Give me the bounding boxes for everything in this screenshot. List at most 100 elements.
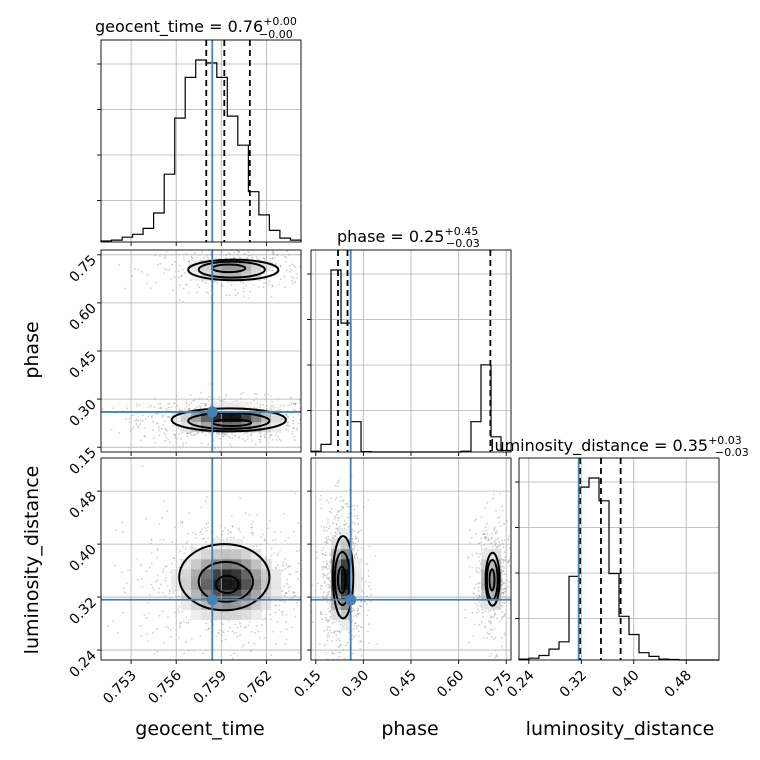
- quantile-layer: [205, 40, 622, 660]
- sample-point: [276, 564, 279, 567]
- sample-point: [328, 510, 331, 513]
- sample-point: [173, 276, 176, 279]
- sample-point: [132, 425, 135, 428]
- sample-point: [341, 505, 344, 508]
- sample-point: [248, 297, 251, 299]
- sample-point: [156, 579, 159, 582]
- sample-point: [131, 275, 134, 277]
- sample-point: [238, 250, 240, 253]
- sample-point: [176, 608, 179, 611]
- sample-point: [483, 536, 486, 538]
- sample-point: [128, 421, 131, 424]
- sample-point: [251, 526, 253, 528]
- sample-point: [335, 527, 338, 530]
- sample-point: [354, 545, 356, 548]
- sample-point: [118, 432, 120, 434]
- sample-point: [193, 433, 195, 436]
- sample-point: [305, 420, 307, 422]
- sample-point: [318, 415, 320, 417]
- sample-point: [199, 405, 202, 408]
- sample-point: [491, 615, 493, 618]
- sample-point: [339, 500, 342, 502]
- sample-point: [326, 574, 328, 576]
- sample-point: [359, 605, 362, 608]
- sample-point: [208, 400, 210, 402]
- sample-point: [338, 526, 341, 528]
- sample-point: [327, 586, 330, 589]
- sample-point: [272, 251, 275, 253]
- density-cell: [231, 599, 242, 610]
- sample-point: [141, 414, 144, 417]
- sample-point: [181, 610, 184, 613]
- density-layer: [101, 250, 511, 669]
- sample-point: [307, 572, 309, 574]
- sample-point: [504, 632, 506, 634]
- xtick-label-luminosity_distance: 0.32: [557, 668, 590, 701]
- sample-point: [328, 667, 330, 669]
- sample-point: [155, 581, 157, 583]
- sample-point: [334, 535, 337, 537]
- density-cell: [231, 548, 242, 560]
- sample-point: [357, 540, 360, 543]
- sample-point: [272, 630, 275, 633]
- contour-middle: [187, 411, 271, 430]
- sample-point: [161, 414, 164, 417]
- sample-point: [164, 565, 167, 568]
- density-cell: [231, 579, 242, 590]
- density-cell: [191, 589, 202, 600]
- panel-frame-0-0: [100, 39, 302, 243]
- sample-point: [281, 418, 283, 421]
- sample-point: [135, 403, 138, 405]
- sample-point: [477, 582, 479, 585]
- sample-point: [325, 576, 328, 578]
- sample-point: [214, 447, 217, 450]
- sample-point: [358, 612, 361, 614]
- sample-point: [252, 284, 255, 286]
- sample-point: [207, 292, 210, 295]
- sample-point: [352, 549, 355, 552]
- sample-point: [483, 544, 486, 547]
- sample-point: [174, 611, 177, 614]
- sample-point: [501, 539, 503, 542]
- sample-point: [501, 580, 503, 583]
- density-cell: [341, 528, 352, 540]
- sample-point: [207, 256, 210, 259]
- sample-point: [272, 257, 274, 260]
- sample-point: [325, 565, 328, 567]
- sample-point: [233, 434, 236, 437]
- sample-point: [326, 540, 328, 543]
- sample-point: [227, 251, 230, 254]
- sample-point: [200, 442, 203, 445]
- sample-point: [357, 607, 360, 610]
- sample-point: [331, 651, 334, 653]
- sample-point: [480, 537, 483, 540]
- sample-point: [339, 496, 342, 498]
- sample-point: [356, 514, 358, 517]
- sample-point: [281, 590, 283, 593]
- sample-point: [471, 566, 474, 569]
- density-cell: [331, 569, 342, 580]
- sample-point: [318, 400, 320, 402]
- sample-point: [158, 434, 161, 437]
- sample-point: [501, 618, 503, 621]
- density-cell: [181, 599, 192, 610]
- sample-point: [336, 511, 339, 514]
- sample-point: [232, 536, 235, 539]
- sample-point: [188, 408, 190, 411]
- sample-point: [324, 665, 326, 667]
- density-cell: [491, 548, 502, 560]
- sample-point: [308, 555, 310, 557]
- sample-point: [376, 643, 379, 646]
- sample-point: [135, 422, 138, 425]
- sample-point: [478, 582, 481, 585]
- sample-point: [164, 428, 167, 430]
- sample-point: [261, 624, 263, 626]
- sample-point: [136, 558, 139, 560]
- sample-point: [216, 435, 219, 438]
- sample-point: [234, 664, 236, 666]
- sample-point: [297, 522, 300, 524]
- sample-point: [203, 463, 205, 465]
- density-cell: [211, 569, 222, 580]
- sample-point: [205, 291, 208, 294]
- sample-point: [327, 572, 329, 575]
